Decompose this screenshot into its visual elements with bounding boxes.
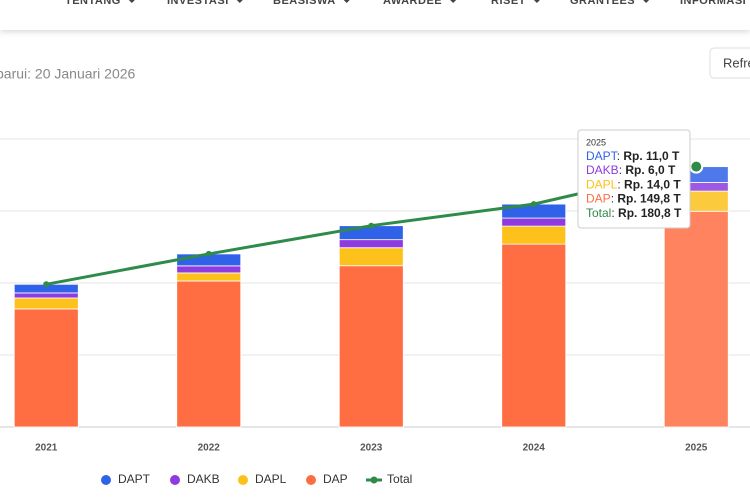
- bar-segment: [338, 239, 404, 249]
- tooltip-row: DAP: Rp. 149,8 T: [586, 192, 681, 206]
- bar-segment: [13, 297, 79, 310]
- nav-items: TENTANG INVESTASI BEASISWA AWARDEE RISET GRAN…: [65, 0, 746, 7]
- legend-marker[interactable]: [101, 475, 111, 485]
- legend-marker[interactable]: [306, 475, 316, 485]
- x-tick-label: 2022: [198, 443, 221, 454]
- plot: 2021 2022 2023 2024 2025 2025 DAPT: Rp. 11,0 T…: [0, 129, 750, 486]
- bar-segment: [338, 265, 404, 428]
- tooltip-value: Rp. 6,0 T: [625, 163, 676, 177]
- tooltip-value: Rp. 180,8 T: [618, 206, 682, 220]
- bar-segment: [663, 210, 729, 428]
- tooltip-row: DAPT: Rp. 11,0 T: [586, 149, 680, 163]
- legend-marker[interactable]: [370, 476, 378, 484]
- tooltip-series-name: DAPT: [586, 149, 619, 163]
- tooltip-series-name: DAKB: [586, 163, 619, 177]
- x-tick-label: 2023: [360, 443, 383, 454]
- nav-item[interactable]: GRANTEES: [570, 0, 635, 7]
- bar-segment: [501, 225, 567, 245]
- x-tick-label: 2024: [523, 443, 546, 454]
- tooltip-sep: :: [611, 206, 618, 220]
- refresh-label[interactable]: Refre: [723, 55, 750, 70]
- tooltip-row: DAKB: Rp. 6,0 T: [586, 163, 676, 177]
- tooltip-series-name: Total: [586, 206, 611, 220]
- bar-segment: [176, 280, 242, 428]
- nav-item[interactable]: TENTANG: [65, 0, 121, 7]
- bar-segment: [338, 247, 404, 267]
- bar-segment: [13, 292, 79, 299]
- tooltip-series-name: DAPL: [586, 178, 618, 192]
- tooltip-sep: :: [617, 178, 624, 192]
- bar-segment: [501, 243, 567, 428]
- nav-item[interactable]: INVESTASI: [167, 0, 229, 7]
- legend-label[interactable]: DAP: [323, 472, 348, 486]
- tooltip-value: Rp. 11,0 T: [623, 149, 680, 163]
- x-tick-label: 2021: [35, 443, 58, 454]
- tooltip-value: Rp. 149,8 T: [617, 192, 681, 206]
- legend-marker[interactable]: [170, 475, 180, 485]
- nav-caret[interactable]: [450, 0, 457, 3]
- nav-item[interactable]: INFORMASI: [680, 0, 746, 7]
- nav-caret[interactable]: [533, 0, 540, 3]
- nav-item[interactable]: BEASISWA: [273, 0, 336, 7]
- tooltip-row: DAPL: Rp. 14,0 T: [586, 178, 681, 192]
- tooltip-series-name: DAP: [586, 192, 611, 206]
- nav-item[interactable]: AWARDEE: [383, 0, 442, 7]
- bar-segment: [501, 217, 567, 227]
- legend-marker[interactable]: [238, 475, 248, 485]
- refresh-button[interactable]: [709, 47, 750, 79]
- nav-caret[interactable]: [236, 0, 243, 3]
- nav-caret[interactable]: [128, 0, 135, 3]
- legend-label[interactable]: Total: [387, 472, 412, 486]
- tooltip-row: Total: Rp. 180,8 T: [586, 206, 682, 220]
- legend-label[interactable]: DAKB: [187, 472, 220, 486]
- bar-segment: [176, 265, 242, 274]
- bar-segment: [176, 272, 242, 282]
- tooltip-title: 2025: [586, 137, 606, 147]
- x-tick-label: 2025: [685, 443, 708, 454]
- total-point: [530, 201, 537, 208]
- legend-label[interactable]: DAPT: [118, 472, 151, 486]
- legend-label[interactable]: DAPL: [255, 472, 287, 486]
- nav-item[interactable]: RISET: [491, 0, 526, 7]
- total-point: [43, 281, 50, 288]
- nav-bar: [0, 0, 750, 30]
- nav-caret[interactable]: [343, 0, 350, 3]
- nav-caret[interactable]: [643, 0, 650, 3]
- total-point: [689, 159, 704, 174]
- total-point: [205, 250, 212, 257]
- tooltip-sep: :: [617, 149, 624, 163]
- tooltip-value: Rp. 14,0 T: [624, 178, 681, 192]
- bar-segment: [13, 308, 79, 428]
- tooltip-sep: :: [611, 192, 618, 206]
- tooltip-sep: :: [619, 163, 626, 177]
- updated-date: barui: 20 Januari 2026: [0, 66, 136, 82]
- tooltip: [577, 129, 691, 229]
- total-point: [368, 222, 375, 229]
